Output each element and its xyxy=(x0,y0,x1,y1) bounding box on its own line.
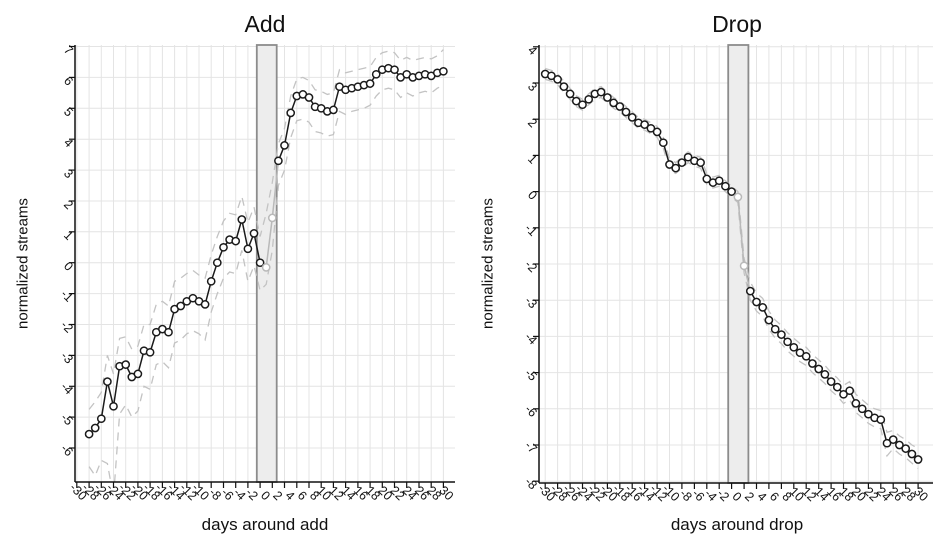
svg-text:-3: -3 xyxy=(522,294,540,312)
svg-text:2: 2 xyxy=(525,116,540,131)
svg-text:7: 7 xyxy=(61,43,76,58)
svg-text:-6: -6 xyxy=(522,402,540,420)
svg-text:-7: -7 xyxy=(522,438,540,456)
data-points-add xyxy=(84,63,448,439)
axes-drop xyxy=(533,45,933,489)
tick-labels-drop: -30-28-26-24-22-20-18-16-14-12-10-8-6-4-… xyxy=(522,43,931,504)
svg-text:-4: -4 xyxy=(58,380,76,398)
svg-text:-1: -1 xyxy=(522,221,540,239)
grid-add xyxy=(75,45,455,482)
svg-text:5: 5 xyxy=(61,105,76,120)
svg-text:-1: -1 xyxy=(58,287,76,305)
panel-title-drop: Drop xyxy=(712,11,762,37)
svg-text:4: 4 xyxy=(282,488,297,503)
svg-text:-4: -4 xyxy=(522,330,540,348)
y-axis-label-left: normalized streams xyxy=(14,198,32,329)
panel-drop: -30-28-26-24-22-20-18-16-14-12-10-8-6-4-… xyxy=(522,43,933,504)
svg-text:30: 30 xyxy=(436,483,456,503)
x-axis-label-add: days around add xyxy=(201,515,329,534)
panel-add: -30-28-26-24-22-20-18-16-14-12-10-8-6-4-… xyxy=(58,43,456,503)
svg-text:-5: -5 xyxy=(58,410,76,428)
svg-text:-2: -2 xyxy=(243,485,261,503)
svg-text:6: 6 xyxy=(61,74,76,89)
svg-text:-2: -2 xyxy=(58,318,76,336)
svg-text:0: 0 xyxy=(525,188,540,203)
svg-text:3: 3 xyxy=(525,79,540,94)
svg-text:-5: -5 xyxy=(522,366,540,384)
svg-text:0: 0 xyxy=(61,259,76,274)
svg-text:3: 3 xyxy=(61,166,76,181)
svg-text:30: 30 xyxy=(911,484,931,504)
axes-add xyxy=(69,45,455,488)
svg-text:-6: -6 xyxy=(58,441,76,459)
svg-text:6: 6 xyxy=(295,488,310,503)
ci-upper-line xyxy=(545,67,919,450)
data-points-drop xyxy=(540,69,923,464)
y-axis-label-right: normalized streams xyxy=(479,198,497,329)
svg-text:1: 1 xyxy=(525,152,540,167)
svg-text:-3: -3 xyxy=(58,349,76,367)
svg-text:-2: -2 xyxy=(714,486,732,504)
svg-text:0: 0 xyxy=(258,488,273,503)
svg-text:4: 4 xyxy=(754,489,769,504)
svg-text:6: 6 xyxy=(767,489,782,504)
svg-text:4: 4 xyxy=(61,136,76,151)
svg-text:2: 2 xyxy=(742,489,757,504)
svg-text:4: 4 xyxy=(525,43,540,58)
svg-text:-2: -2 xyxy=(522,257,540,275)
ci-upper-line xyxy=(88,49,444,410)
ci-lower-line xyxy=(88,84,444,482)
svg-text:2: 2 xyxy=(270,488,285,503)
svg-text:2: 2 xyxy=(61,197,76,212)
svg-text:1: 1 xyxy=(61,228,76,243)
x-axis-label-drop: days around drop xyxy=(670,515,804,534)
panel-title-add: Add xyxy=(244,11,286,37)
svg-text:0: 0 xyxy=(730,489,745,504)
